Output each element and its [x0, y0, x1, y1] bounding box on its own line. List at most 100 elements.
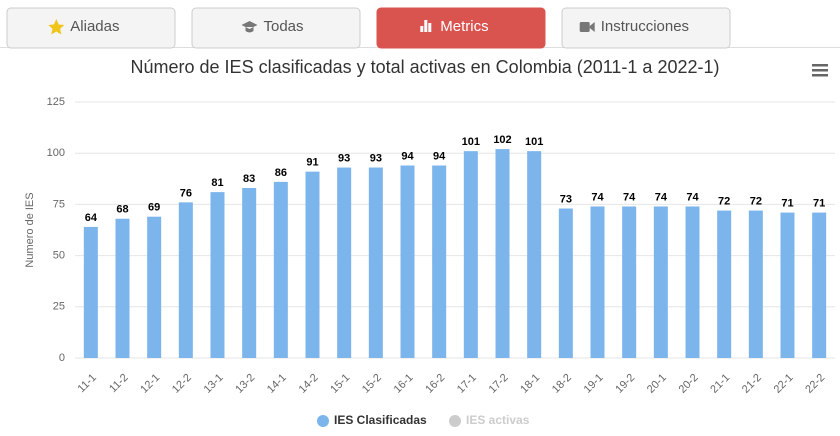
data-label: 72: [718, 195, 730, 207]
bar: [242, 188, 257, 358]
data-label: 81: [211, 177, 223, 189]
data-label: 94: [401, 150, 414, 162]
legend-item[interactable]: IES activas: [449, 413, 530, 427]
x-tick-label: 16-1: [392, 372, 416, 396]
x-tick-label: 18-1: [518, 372, 542, 396]
tab-label: Metrics: [440, 18, 488, 35]
menu-icon[interactable]: [812, 64, 828, 77]
tab-label: Todas: [264, 18, 304, 35]
data-label: 93: [338, 152, 350, 164]
tab-label: Aliadas: [70, 18, 119, 35]
tab[interactable]: Metrics: [376, 7, 546, 49]
bar: [653, 206, 668, 358]
data-label: 102: [493, 134, 511, 146]
data-label: 83: [243, 173, 255, 185]
menu-bar: [812, 64, 828, 67]
video-icon: [589, 22, 595, 32]
bar: [780, 212, 795, 358]
data-label: 93: [370, 152, 382, 164]
video-icon: [579, 22, 590, 32]
legend-symbol: [449, 415, 461, 427]
tab[interactable]: Instrucciones: [561, 7, 731, 49]
data-label: 68: [116, 204, 128, 216]
y-tick-label: 0: [59, 352, 65, 364]
data-label: 74: [655, 191, 668, 203]
tab-bg: [191, 7, 361, 49]
y-tick-label: 75: [53, 198, 65, 210]
bar: [812, 212, 827, 358]
x-tick-label: 11-1: [76, 372, 99, 395]
menu-bar: [812, 74, 828, 77]
bar: [463, 151, 478, 358]
x-tick-label: 20-2: [677, 372, 701, 396]
bar: [305, 171, 320, 358]
data-label: 76: [180, 187, 192, 199]
bar: [400, 165, 415, 358]
bar: [527, 151, 542, 358]
x-tick-label: 22-2: [803, 372, 827, 396]
x-tick-label: 14-1: [265, 372, 289, 396]
y-tick-label: 125: [47, 96, 65, 108]
x-tick-label: 18-2: [550, 372, 574, 396]
chart-icon: [420, 26, 424, 32]
chart-title: Número de IES clasificadas y total activ…: [131, 57, 720, 77]
cap-icon: [241, 21, 258, 33]
legend-item[interactable]: IES Clasificadas: [317, 413, 427, 427]
tab-label: Instrucciones: [601, 18, 689, 35]
y-tick-label: 25: [53, 301, 65, 313]
data-label: 72: [750, 195, 762, 207]
bar: [748, 210, 763, 358]
data-label: 74: [686, 191, 699, 203]
data-label: 94: [433, 150, 446, 162]
bar: [685, 206, 700, 358]
legend-symbol: [317, 415, 329, 427]
x-tick-label: 14-2: [297, 372, 321, 396]
bar: [368, 167, 383, 358]
data-label: 71: [781, 197, 793, 209]
bar: [622, 206, 637, 358]
data-label: 91: [306, 157, 318, 169]
menu-bar: [812, 69, 828, 72]
data-label: 73: [560, 193, 572, 205]
x-tick-label: 22-1: [772, 372, 796, 396]
bar: [115, 218, 130, 358]
x-tick-label: 12-2: [170, 372, 194, 396]
data-label: 101: [525, 136, 543, 148]
legend-label: IES Clasificadas: [334, 413, 427, 427]
x-tick-label: 21-1: [708, 372, 732, 396]
data-label: 69: [148, 202, 160, 214]
bar: [432, 165, 447, 358]
data-label: 71: [813, 197, 825, 209]
data-label: 86: [275, 167, 287, 179]
x-tick-label: 19-1: [582, 372, 606, 396]
bar: [178, 202, 193, 358]
y-axis-label: Numero de IES: [24, 192, 36, 267]
bar: [558, 208, 573, 358]
x-tick-label: 13-1: [202, 372, 226, 396]
x-tick-label: 16-2: [423, 372, 447, 396]
legend-label: IES activas: [466, 413, 530, 427]
tab[interactable]: Todas: [191, 7, 361, 49]
x-tick-label: 11-2: [107, 372, 130, 395]
bar: [590, 206, 605, 358]
bar: [273, 181, 288, 358]
tab-bg: [6, 7, 176, 49]
y-tick-label: 50: [53, 250, 65, 262]
x-tick-label: 15-2: [360, 372, 384, 396]
star-icon: [48, 19, 65, 35]
x-tick-label: 21-2: [740, 372, 764, 396]
chart-icon: [424, 20, 428, 32]
chart-icon: [428, 23, 432, 32]
bar: [147, 216, 162, 358]
x-tick-label: 15-1: [328, 372, 352, 396]
x-tick-label: 19-2: [613, 372, 637, 396]
tab[interactable]: Aliadas: [6, 7, 176, 49]
data-label: 74: [623, 191, 636, 203]
bar: [717, 210, 732, 358]
data-label: 64: [85, 212, 98, 224]
x-tick-label: 17-2: [487, 372, 511, 396]
x-tick-label: 17-1: [455, 372, 479, 396]
tab-bg: [376, 7, 546, 49]
